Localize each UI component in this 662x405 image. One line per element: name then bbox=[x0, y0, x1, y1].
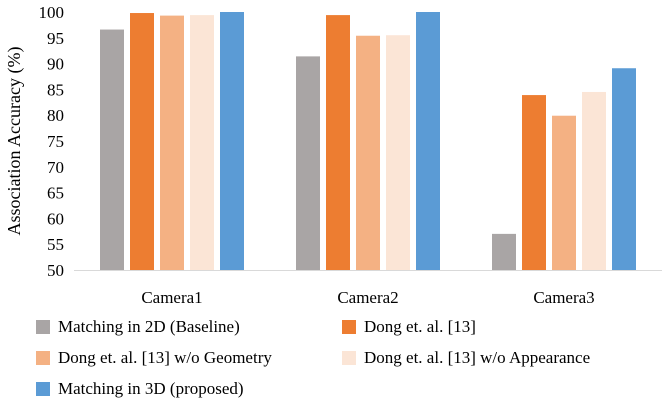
legend-swatch bbox=[342, 320, 356, 334]
bar bbox=[416, 12, 440, 270]
legend-swatch bbox=[36, 320, 50, 334]
legend-item: Dong et. al. [13] w/o Appearance bbox=[342, 347, 590, 369]
legend: Matching in 2D (Baseline) Dong et. al. [1… bbox=[0, 312, 662, 405]
legend-swatch bbox=[36, 351, 50, 365]
y-tick-label: 65 bbox=[47, 184, 64, 203]
y-tick-label: 85 bbox=[47, 80, 64, 99]
y-tick-label: 100 bbox=[39, 3, 65, 22]
bar bbox=[612, 68, 636, 270]
bar bbox=[326, 15, 350, 271]
legend-item: Dong et. al. [13] bbox=[342, 316, 476, 338]
y-tick-label: 95 bbox=[47, 29, 64, 48]
bar bbox=[522, 95, 546, 271]
legend-label: Dong et. al. [13] w/o Geometry bbox=[58, 348, 272, 367]
bar bbox=[356, 35, 380, 271]
y-axis-label: Association Accuracy (%) bbox=[4, 47, 25, 236]
legend-label: Dong et. al. [13] bbox=[364, 317, 476, 336]
bar bbox=[386, 35, 410, 270]
bar bbox=[190, 15, 214, 271]
x-category-label: Camera1 bbox=[141, 288, 202, 307]
legend-item: Matching in 2D (Baseline) bbox=[36, 316, 240, 338]
y-tick-label: 70 bbox=[47, 158, 64, 177]
y-tick-label: 55 bbox=[47, 235, 64, 254]
legend-swatch bbox=[36, 382, 50, 396]
legend-label: Matching in 2D (Baseline) bbox=[58, 317, 240, 336]
y-tick-label: 75 bbox=[47, 132, 64, 151]
legend-item: Dong et. al. [13] w/o Geometry bbox=[36, 347, 272, 369]
y-tick-label: 50 bbox=[47, 261, 64, 280]
bar bbox=[100, 29, 124, 270]
bar bbox=[582, 91, 606, 270]
y-axis-ticks: 50 55 60 65 70 75 80 85 90 95 100 bbox=[39, 3, 65, 280]
bar bbox=[220, 12, 244, 270]
legend-label: Matching in 3D (proposed) bbox=[58, 379, 244, 398]
y-tick-label: 80 bbox=[47, 106, 64, 125]
x-axis-categories: Camera1 Camera2 Camera3 bbox=[141, 288, 594, 307]
bar bbox=[492, 233, 516, 270]
bar bbox=[160, 15, 184, 270]
x-category-label: Camera2 bbox=[337, 288, 398, 307]
legend-label: Dong et. al. [13] w/o Appearance bbox=[364, 348, 591, 367]
legend-item: Matching in 3D (proposed) bbox=[36, 378, 244, 400]
legend-swatch bbox=[342, 351, 356, 365]
y-tick-label: 90 bbox=[47, 55, 64, 74]
bars bbox=[100, 12, 636, 271]
bar bbox=[296, 56, 320, 270]
bar bbox=[552, 115, 576, 270]
bar bbox=[130, 13, 154, 270]
x-category-label: Camera3 bbox=[533, 288, 594, 307]
y-tick-label: 60 bbox=[47, 209, 64, 228]
